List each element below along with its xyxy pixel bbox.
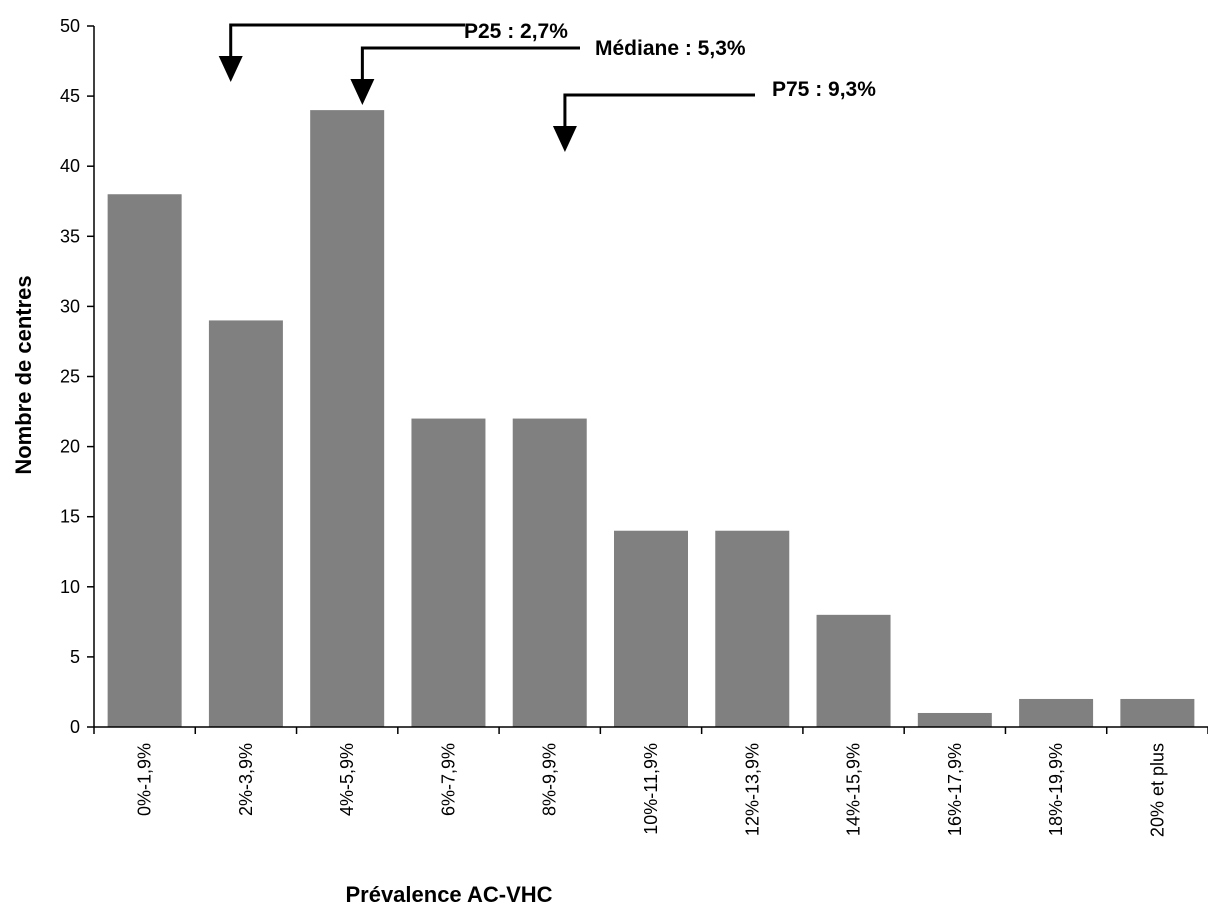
y-tick-label: 45 xyxy=(60,86,80,106)
bar xyxy=(107,194,182,728)
y-tick-label: 30 xyxy=(60,296,80,316)
bar xyxy=(411,418,486,727)
annotation-label: Médiane : 5,3% xyxy=(595,37,746,60)
x-axis-title: Prévalence AC-VHC xyxy=(345,882,552,907)
annotations-group: P25 : 2,7% Médiane : 5,3% P75 : 9,3% xyxy=(218,20,876,152)
bar xyxy=(816,614,891,727)
x-tick-label: 18%-19,9% xyxy=(1046,743,1066,836)
y-tick-label: 25 xyxy=(60,367,80,387)
annotation-arrow-line xyxy=(360,46,580,83)
arrow-down-icon xyxy=(552,126,577,152)
x-tick-label: 6%-7,9% xyxy=(438,743,458,816)
bar xyxy=(310,110,385,728)
percentile-annotation: P25 : 2,7% xyxy=(218,20,568,82)
x-tick-label: 14%-15,9% xyxy=(844,743,864,836)
bar xyxy=(208,320,283,727)
percentile-annotation: P75 : 9,3% xyxy=(552,78,876,152)
x-tick-label: 4%-5,9% xyxy=(337,743,357,816)
y-tick-label: 0 xyxy=(70,717,80,737)
y-tick-label: 15 xyxy=(60,507,80,527)
bar xyxy=(1019,698,1094,727)
bar xyxy=(614,530,688,727)
x-tick-label: 2%-3,9% xyxy=(236,743,256,816)
percentile-annotation: Médiane : 5,3% xyxy=(350,37,746,105)
y-tick-label: 50 xyxy=(60,16,80,36)
annotation-arrow-line xyxy=(563,93,755,130)
x-tick-label: 10%-11,9% xyxy=(641,743,661,835)
bar xyxy=(715,530,790,727)
y-axis-title: Nombre de centres xyxy=(11,275,36,474)
bars-group xyxy=(107,110,1195,728)
bar xyxy=(917,712,992,727)
x-tick-label: 12%-13,9% xyxy=(742,743,762,836)
x-tick-label: 8%-9,9% xyxy=(540,743,560,816)
x-tick-label: 0%-1,9% xyxy=(135,743,155,816)
arrow-down-icon xyxy=(350,79,375,105)
x-tick-label: 20% et plus xyxy=(1147,743,1167,837)
bar xyxy=(512,418,587,727)
x-ticks-group: 0%-1,9% 2%-3,9% 4%-5,9% 6%-7,9% 8%-9,9% 10%-1… xyxy=(93,727,1208,837)
y-tick-label: 40 xyxy=(60,156,80,176)
y-tick-label: 35 xyxy=(60,226,80,246)
annotation-label: P75 : 9,3% xyxy=(772,78,876,101)
y-ticks-group: 0 5 10 15 20 25 30 35 40 45 50 xyxy=(60,16,94,737)
y-tick-label: 20 xyxy=(60,437,80,457)
y-tick-label: 10 xyxy=(60,577,80,597)
y-tick-label: 5 xyxy=(70,647,80,667)
x-tick-label: 16%-17,9% xyxy=(945,743,965,836)
annotation-arrow-line xyxy=(229,23,465,60)
arrow-down-icon xyxy=(218,56,243,82)
bar xyxy=(1120,698,1195,727)
annotation-label: P25 : 2,7% xyxy=(464,20,568,43)
